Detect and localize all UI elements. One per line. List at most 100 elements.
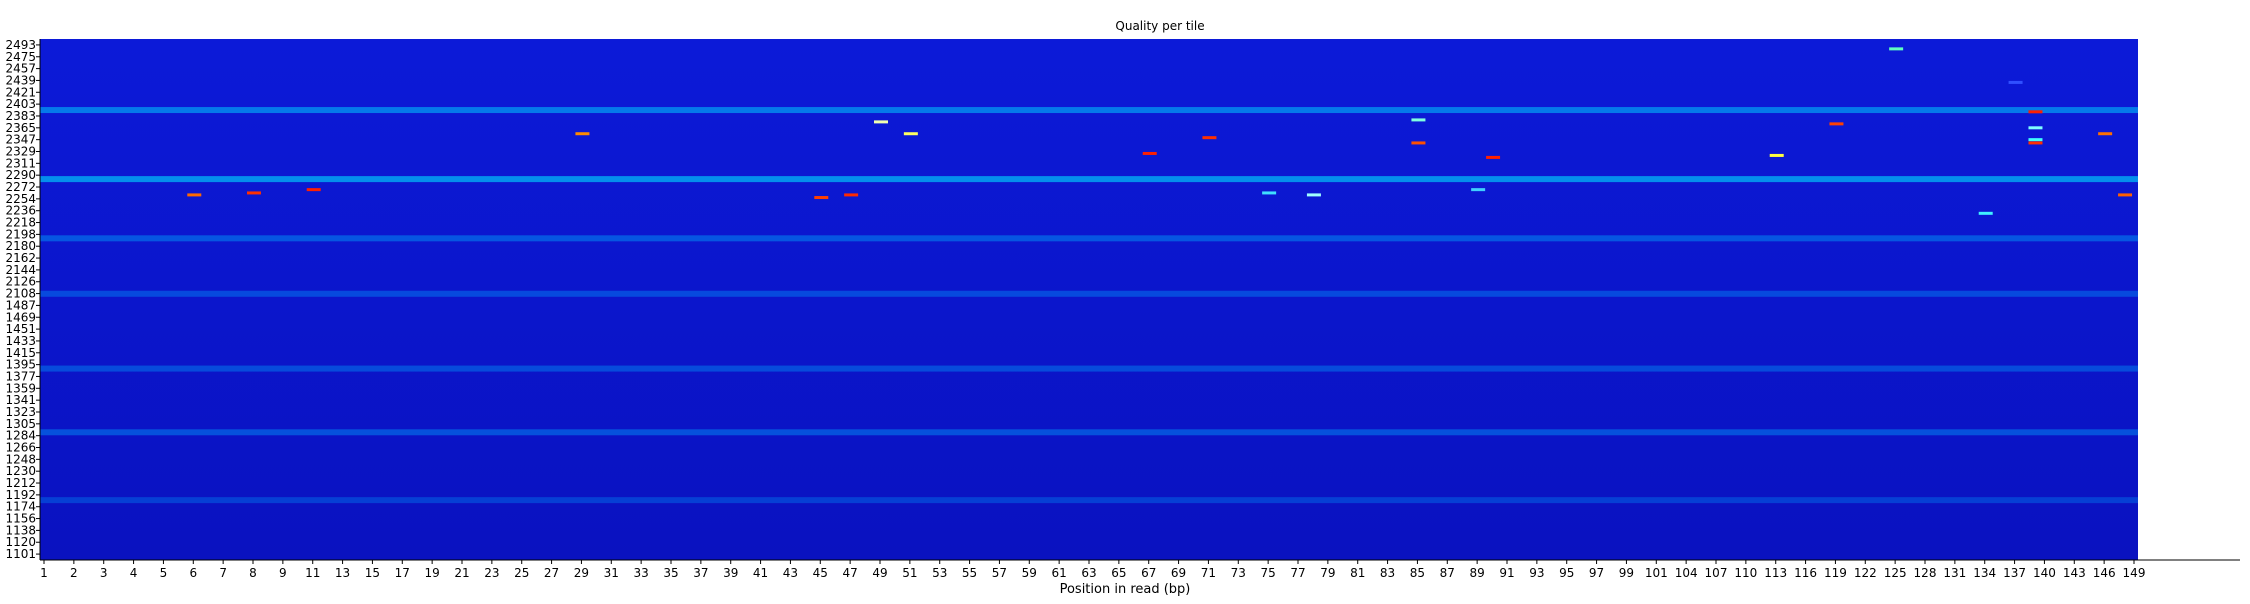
x-tick-label: 65 — [1111, 566, 1126, 580]
x-tick-label: 93 — [1529, 566, 1544, 580]
chart-title: Quality per tile — [1115, 19, 1204, 33]
heatmap-cell — [1202, 136, 1217, 140]
heatmap-cell — [187, 193, 202, 197]
heatmap-cell — [247, 191, 261, 195]
y-tick-label: 2180 — [5, 239, 36, 253]
y-tick-label: 2236 — [5, 204, 36, 218]
x-tick-label: 104 — [1675, 566, 1698, 580]
heatmap-cells — [187, 47, 2133, 215]
x-tick-label: 55 — [962, 566, 977, 580]
y-tick-label: 1212 — [5, 476, 36, 490]
heatmap-cell — [2008, 80, 2023, 84]
heatmap-cell — [1411, 141, 1426, 145]
x-tick-label: 149 — [2123, 566, 2146, 580]
x-tick-label: 9 — [279, 566, 287, 580]
heatmap-cell — [2028, 141, 2043, 145]
y-tick-label: 1266 — [5, 441, 36, 455]
tile-band — [40, 176, 2138, 183]
x-tick-label: 67 — [1141, 566, 1156, 580]
y-tick-label: 1415 — [5, 346, 36, 360]
x-tick-label: 71 — [1201, 566, 1216, 580]
x-tick-label: 6 — [189, 566, 197, 580]
y-tick-label: 2457 — [5, 62, 36, 76]
x-tick-label: 21 — [454, 566, 469, 580]
x-axis-ticks: 1 2 3 4 5 6 7 8 9 11 13 15 17 19 21 23 25 27 29 31 33 35 37 39 4… — [40, 560, 2145, 580]
tile-band — [40, 497, 2138, 504]
x-tick-label: 95 — [1559, 566, 1574, 580]
heatmap-cell — [874, 120, 888, 124]
y-tick-label: 2421 — [5, 85, 36, 99]
heatmap-cell — [1829, 122, 1844, 126]
x-tick-label: 27 — [544, 566, 559, 580]
y-tick-label: 1341 — [5, 393, 36, 407]
heatmap-cell — [2118, 193, 2133, 197]
x-tick-label: 19 — [425, 566, 440, 580]
y-tick-label: 1138 — [5, 523, 36, 537]
x-tick-label: 116 — [1794, 566, 1817, 580]
tile-band — [40, 235, 2138, 242]
heatmap-cell — [2028, 110, 2043, 114]
y-tick-label: 1323 — [5, 405, 36, 419]
x-tick-label: 143 — [2063, 566, 2086, 580]
x-tick-label: 110 — [1734, 566, 1757, 580]
x-tick-label: 1 — [40, 566, 48, 580]
y-tick-label: 1284 — [5, 429, 36, 443]
heatmap-cell — [2098, 132, 2113, 136]
tile-band — [40, 290, 2138, 297]
heatmap-cell — [306, 188, 321, 192]
y-tick-label: 1359 — [5, 381, 36, 395]
x-tick-label: 61 — [1052, 566, 1067, 580]
x-tick-label: 7 — [219, 566, 227, 580]
tile-band — [40, 107, 2138, 114]
y-tick-label: 2272 — [5, 180, 36, 194]
y-tick-label: 1101 — [5, 547, 36, 561]
x-tick-label: 81 — [1350, 566, 1365, 580]
heatmap-cell — [575, 132, 590, 136]
x-tick-label: 137 — [2003, 566, 2026, 580]
x-tick-label: 89 — [1470, 566, 1485, 580]
y-tick-label: 1248 — [5, 452, 36, 466]
x-tick-label: 49 — [872, 566, 887, 580]
heatmap-cell — [1486, 155, 1501, 159]
heatmap-cell — [1769, 153, 1784, 157]
y-tick-label: 1230 — [5, 464, 36, 478]
y-axis-ticks: 2493247524572439242124032383236523472329… — [5, 38, 40, 561]
x-tick-label: 43 — [783, 566, 798, 580]
tile-band — [40, 429, 2138, 436]
x-tick-label: 107 — [1705, 566, 1728, 580]
x-tick-label: 122 — [1854, 566, 1877, 580]
x-tick-label: 3 — [100, 566, 108, 580]
heatmap-cell — [814, 196, 829, 200]
y-tick-label: 1305 — [5, 417, 36, 431]
x-tick-label: 35 — [663, 566, 678, 580]
x-tick-label: 97 — [1589, 566, 1604, 580]
heatmap-cell — [2028, 138, 2043, 142]
x-tick-label: 131 — [1943, 566, 1966, 580]
x-tick-label: 125 — [1884, 566, 1907, 580]
x-axis-label: Position in read (bp) — [1060, 582, 1191, 597]
plot-background — [40, 39, 2138, 560]
y-tick-label: 2254 — [5, 192, 36, 206]
x-tick-label: 41 — [753, 566, 768, 580]
y-tick-label: 2439 — [5, 73, 36, 87]
y-tick-label: 2126 — [5, 275, 36, 289]
y-tick-label: 2329 — [5, 144, 36, 158]
x-tick-label: 63 — [1081, 566, 1096, 580]
heatmap-cell — [1306, 193, 1321, 197]
y-tick-label: 1192 — [5, 488, 36, 502]
x-tick-label: 85 — [1410, 566, 1425, 580]
y-tick-label: 2290 — [5, 168, 36, 182]
y-tick-label: 1377 — [5, 369, 36, 383]
x-tick-label: 119 — [1824, 566, 1847, 580]
x-tick-label: 39 — [723, 566, 738, 580]
x-tick-label: 53 — [932, 566, 947, 580]
x-tick-label: 29 — [574, 566, 589, 580]
x-tick-label: 37 — [693, 566, 708, 580]
x-tick-label: 4 — [130, 566, 138, 580]
x-tick-label: 23 — [484, 566, 499, 580]
y-tick-label: 2198 — [5, 227, 36, 241]
x-tick-label: 15 — [365, 566, 380, 580]
y-tick-label: 2383 — [5, 109, 36, 123]
y-tick-label: 1451 — [5, 322, 36, 336]
